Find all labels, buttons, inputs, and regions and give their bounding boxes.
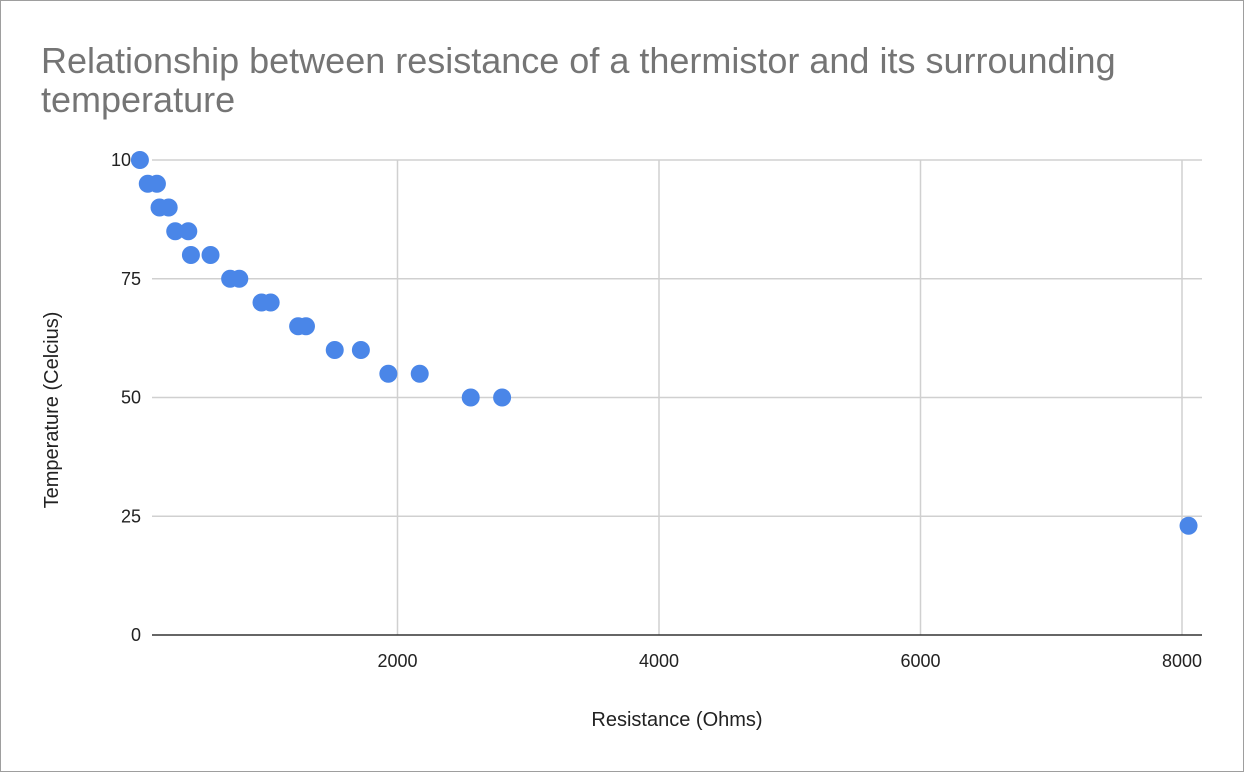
data-point-8 (201, 246, 220, 264)
data-point-12 (261, 293, 280, 312)
data-point-19 (461, 388, 480, 407)
data-point-7 (181, 246, 200, 264)
data-point-10 (230, 269, 249, 288)
x-tick-label-8000: 8000 (1162, 651, 1202, 671)
data-point-14 (296, 317, 315, 336)
y-tick-label-25: 25 (121, 506, 141, 526)
data-points (130, 151, 1198, 535)
y-tick-label-0: 0 (131, 625, 141, 645)
y-axis-label: Temperature (Celcius) (41, 312, 63, 509)
data-point-16 (351, 341, 370, 359)
x-tick-labels: 2000 4000 6000 8000 (377, 651, 1202, 671)
y-tick-label-75: 75 (121, 269, 141, 289)
data-point-6 (179, 222, 198, 241)
data-point-20 (493, 388, 512, 407)
data-point-5 (166, 222, 185, 241)
data-point-21 (1179, 516, 1198, 535)
data-point-2 (147, 174, 166, 193)
data-point-18 (410, 364, 429, 383)
grid-lines (152, 159, 1202, 635)
data-point-0 (130, 151, 149, 169)
x-axis-label: Resistance (Ohms) (591, 709, 762, 731)
data-point-4 (159, 198, 178, 217)
x-tick-label-2000: 2000 (377, 651, 417, 671)
y-tick-label-50: 50 (121, 388, 141, 408)
chart-title: Relationship between resistance of a the… (41, 40, 1116, 120)
data-point-17 (379, 364, 398, 383)
x-tick-label-6000: 6000 (900, 651, 940, 671)
data-point-15 (325, 341, 344, 359)
x-tick-label-4000: 4000 (639, 651, 679, 671)
